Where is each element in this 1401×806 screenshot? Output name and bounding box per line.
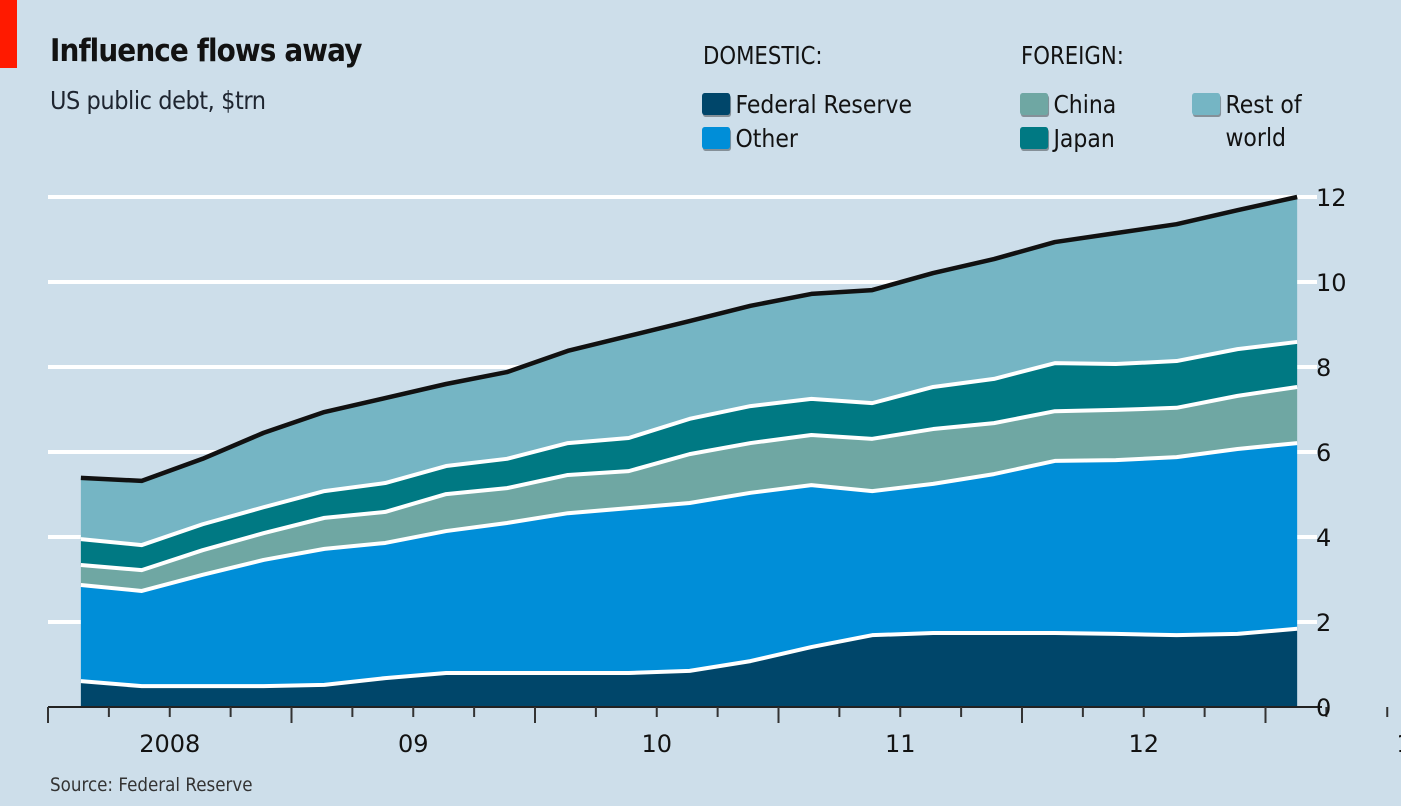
source-note: Source: Federal Reserve	[50, 774, 253, 796]
total-line-group	[80, 194, 1298, 484]
area-series	[80, 197, 1298, 707]
separator-line-2	[80, 384, 1298, 573]
legend-swatch-rest-of-world	[1192, 93, 1221, 115]
separator-line-3	[80, 339, 1298, 548]
y-tick-label: 4	[1316, 524, 1331, 552]
x-axis: 2008 09 10 11 12 13	[47, 706, 1401, 758]
legend-heading-foreign: FOREIGN:	[1021, 41, 1124, 70]
legend-item-rest-of-world: Rest of world	[1192, 88, 1302, 154]
legend-heading-domestic: DOMESTIC:	[703, 41, 823, 70]
y-tick-label: 8	[1316, 354, 1331, 382]
legend-label-japan: Japan	[1053, 124, 1115, 153]
y-tick-label: 6	[1316, 439, 1331, 467]
y-tick-label: 12	[1316, 184, 1347, 212]
legend-label-china: China	[1053, 90, 1117, 119]
series-separators	[80, 339, 1298, 689]
y-tick-label: 10	[1316, 269, 1347, 297]
x-tick-label: 2008	[139, 730, 200, 758]
legend-item-japan: Japan	[1020, 122, 1115, 155]
separator-line-1	[80, 441, 1298, 593]
area-china	[80, 386, 1298, 591]
area-other	[80, 443, 1298, 687]
x-tick-label: 12	[1128, 730, 1159, 758]
area-federal-reserve	[80, 628, 1298, 707]
legend-item-federal-reserve: Federal Reserve	[702, 88, 912, 121]
separator-line-0	[80, 626, 1298, 689]
legend-label-rest-of-world-line2: world	[1225, 123, 1287, 152]
x-tick-label: 11	[885, 730, 916, 758]
legend-label-rest-of-world-line1: Rest of	[1225, 90, 1302, 119]
y-tick-label: 0	[1316, 694, 1331, 722]
x-tick-label: 09	[398, 730, 429, 758]
legend-swatch-japan	[1020, 127, 1049, 149]
legend-label-other: Other	[735, 124, 798, 153]
x-tick-label: 13	[1396, 730, 1401, 758]
area-rest-of-world	[80, 197, 1298, 546]
legend-item-china: China	[1020, 88, 1116, 121]
legend-swatch-china	[1020, 93, 1049, 115]
brand-red-tab	[0, 0, 17, 68]
y-tick-label: 2	[1316, 609, 1331, 637]
legend-label-federal-reserve: Federal Reserve	[735, 90, 912, 119]
legend-swatch-other	[702, 127, 731, 149]
legend-item-other: Other	[702, 122, 798, 155]
y-axis: 0 2 4 6 8 10 12	[1316, 184, 1347, 722]
legend-swatch-federal-reserve	[702, 93, 731, 115]
chart-title: Influence flows away	[50, 33, 362, 69]
x-tick-label: 10	[641, 730, 672, 758]
total-line	[80, 194, 1298, 484]
area-japan	[80, 341, 1298, 571]
chart-subtitle: US public debt, $trn	[50, 86, 266, 115]
